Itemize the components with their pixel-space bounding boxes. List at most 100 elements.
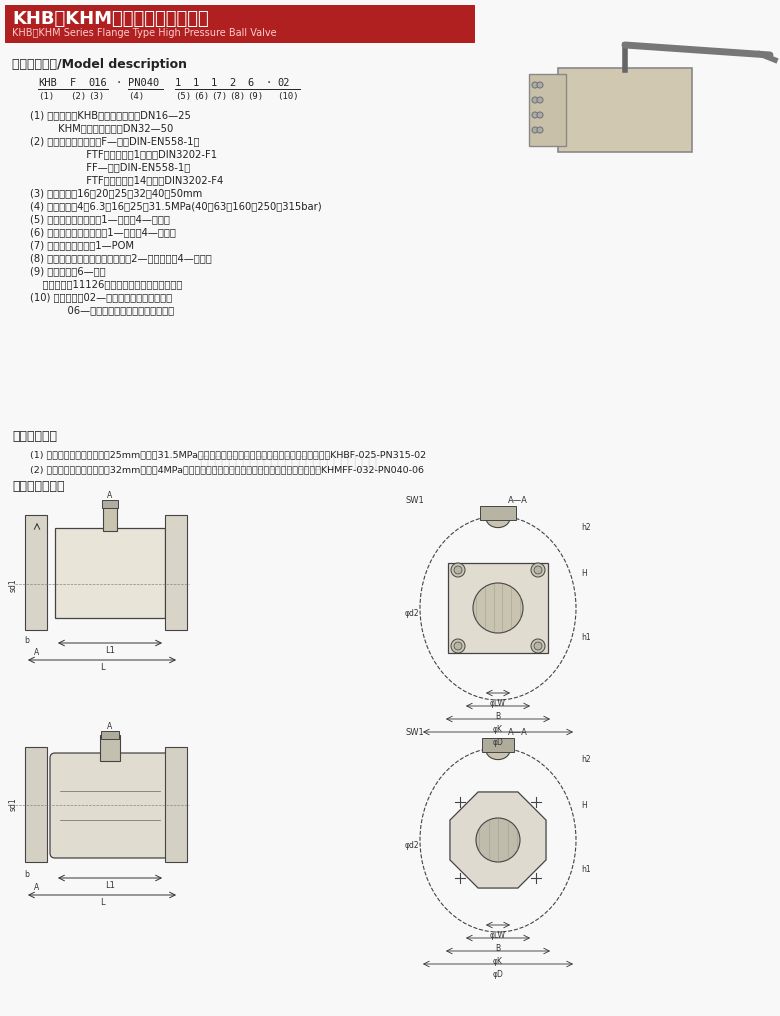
Circle shape [537, 97, 543, 103]
Text: φK: φK [493, 957, 503, 966]
Text: 2: 2 [229, 78, 236, 88]
Text: (1): (1) [38, 92, 54, 101]
Text: PN040: PN040 [128, 78, 159, 88]
Text: 注）：材料11126为常规组合，订货时可省略。: 注）：材料11126为常规组合，订货时可省略。 [30, 279, 183, 289]
Circle shape [451, 639, 465, 653]
Circle shape [531, 563, 545, 577]
Text: b: b [24, 636, 30, 645]
Text: (8) 接头体和控制芯轴密封圈材料：2—丁腈橡胶；4—氟橡胶: (8) 接头体和控制芯轴密封圈材料：2—丁腈橡胶；4—氟橡胶 [30, 253, 211, 263]
Text: (2) 短形接头法兰：公称通径32mm，压力4MPa，材料为常规组合，钢质带安装螺栓曲柄，其型号为：KHMFF-032-PN040-06: (2) 短形接头法兰：公称通径32mm，压力4MPa，材料为常规组合，钢质带安装… [30, 465, 424, 474]
Text: (7): (7) [211, 92, 227, 101]
Text: 一、型号说明/Model description: 一、型号说明/Model description [12, 58, 187, 71]
Bar [25, 747, 47, 862]
Text: (9): (9) [247, 92, 263, 101]
Text: (3) 公称通径：16、20、25、32、40、50mm: (3) 公称通径：16、20、25、32、40、50mm [30, 188, 202, 198]
Text: 二、订货示例: 二、订货示例 [12, 430, 57, 443]
Circle shape [451, 563, 465, 577]
Text: FTF，基本范围1，长型DIN3202-F1: FTF，基本范围1，长型DIN3202-F1 [30, 149, 217, 158]
Bar [101, 731, 119, 739]
Text: φd2: φd2 [405, 840, 420, 849]
Text: (1) 长形接头法兰：公称通径25mm，压力31.5MPa，材料为常规组合，钢质抱箍式曲手柄，其型号为：KHBF-025-PN315-02: (1) 长形接头法兰：公称通径25mm，压力31.5MPa，材料为常规组合，钢质… [30, 450, 426, 459]
Text: 三、球阀装尺寸: 三、球阀装尺寸 [12, 480, 65, 493]
Circle shape [534, 642, 542, 650]
Text: L1: L1 [105, 646, 115, 655]
Text: A—A: A—A [508, 496, 528, 505]
Text: SW1: SW1 [405, 728, 424, 737]
FancyBboxPatch shape [529, 74, 566, 146]
Text: (1) 产品代号：KHB阀体方块形球阀DN16—25: (1) 产品代号：KHB阀体方块形球阀DN16—25 [30, 110, 191, 120]
Text: 重 钢 甲 伏 形 液 压 机 械 有 限 公 司: 重 钢 甲 伏 形 液 压 机 械 有 限 公 司 [200, 455, 377, 470]
Bar [480, 506, 516, 520]
Ellipse shape [486, 741, 510, 760]
Circle shape [532, 82, 538, 88]
Text: B: B [495, 944, 501, 953]
Text: φD: φD [492, 970, 503, 979]
Text: KHM阀体袖套形球阀DN32—50: KHM阀体袖套形球阀DN32—50 [30, 123, 173, 133]
Bar [55, 528, 165, 618]
Text: (4) 压力范围：4、6.3、16、25、31.5MPa(40、63、160、250、315bar): (4) 压力范围：4、6.3、16、25、31.5MPa(40、63、160、2… [30, 201, 321, 211]
Text: φD: φD [492, 738, 503, 747]
Text: 1: 1 [193, 78, 199, 88]
Text: (4): (4) [128, 92, 144, 101]
Text: 06—钢质制带安装螺栓手柄，曲柄；: 06—钢质制带安装螺栓手柄，曲柄； [30, 305, 174, 315]
Circle shape [531, 639, 545, 653]
Text: SW1: SW1 [405, 496, 424, 505]
Bar [25, 515, 47, 630]
Text: (5) 阀体、接头体材料：1—碳钢；4—不锈钢: (5) 阀体、接头体材料：1—碳钢；4—不锈钢 [30, 214, 170, 224]
Text: (6): (6) [193, 92, 209, 101]
Text: (2): (2) [70, 92, 86, 101]
Circle shape [534, 566, 542, 574]
Bar [448, 563, 548, 653]
Text: A: A [108, 491, 112, 500]
Circle shape [454, 642, 462, 650]
Bar [165, 747, 187, 862]
Text: h2: h2 [581, 756, 590, 764]
Text: A: A [108, 722, 112, 731]
Text: h1: h1 [581, 634, 590, 642]
Bar [103, 503, 117, 531]
Text: A: A [34, 648, 40, 657]
Bar [482, 738, 514, 752]
Text: sd1: sd1 [9, 579, 18, 592]
Circle shape [537, 112, 543, 118]
Text: 1: 1 [175, 78, 181, 88]
Text: (5): (5) [175, 92, 191, 101]
FancyBboxPatch shape [5, 5, 475, 43]
Text: (3): (3) [88, 92, 104, 101]
Text: h1: h1 [581, 866, 590, 875]
Ellipse shape [486, 508, 510, 527]
Text: A: A [34, 883, 40, 892]
Text: KHB: KHB [38, 78, 57, 88]
Text: b: b [24, 870, 30, 879]
Text: φLW: φLW [490, 699, 506, 708]
Bar [165, 515, 187, 630]
Bar [100, 735, 120, 761]
FancyBboxPatch shape [50, 753, 170, 858]
Text: B: B [495, 712, 501, 721]
Text: (10): (10) [277, 92, 299, 101]
Text: FTF，基本范围14，短型DIN3202-F4: FTF，基本范围14，短型DIN3202-F4 [30, 175, 223, 185]
Text: (10) 手柄形式：02—钢质抱箍式手柄，曲柄；: (10) 手柄形式：02—钢质抱箍式手柄，曲柄； [30, 292, 172, 302]
Text: 1: 1 [211, 78, 218, 88]
Text: φLW: φLW [490, 931, 506, 940]
FancyBboxPatch shape [558, 68, 692, 152]
Bar [102, 500, 118, 508]
Text: 016: 016 [88, 78, 107, 88]
Text: (2) 法兰、接头体形式：F—符合DIN-EN558-1，: (2) 法兰、接头体形式：F—符合DIN-EN558-1， [30, 136, 200, 146]
Text: L: L [100, 898, 105, 907]
Circle shape [532, 127, 538, 133]
Text: 6: 6 [247, 78, 254, 88]
Polygon shape [450, 791, 546, 888]
Circle shape [532, 97, 538, 103]
Circle shape [454, 566, 462, 574]
Text: A—A: A—A [508, 728, 528, 737]
Ellipse shape [476, 818, 520, 862]
Text: 02: 02 [277, 78, 289, 88]
Ellipse shape [473, 583, 523, 633]
Text: L1: L1 [105, 881, 115, 890]
Text: (7) 球体密封碗材料：1—POM: (7) 球体密封碗材料：1—POM [30, 240, 134, 250]
Text: (6) 球体和控制芯轴材料：1—碳钢；4—不锈钢: (6) 球体和控制芯轴材料：1—碳钢；4—不锈钢 [30, 227, 176, 237]
Text: ·: · [265, 78, 271, 88]
Text: F: F [70, 78, 76, 88]
Text: φd2: φd2 [405, 609, 420, 618]
